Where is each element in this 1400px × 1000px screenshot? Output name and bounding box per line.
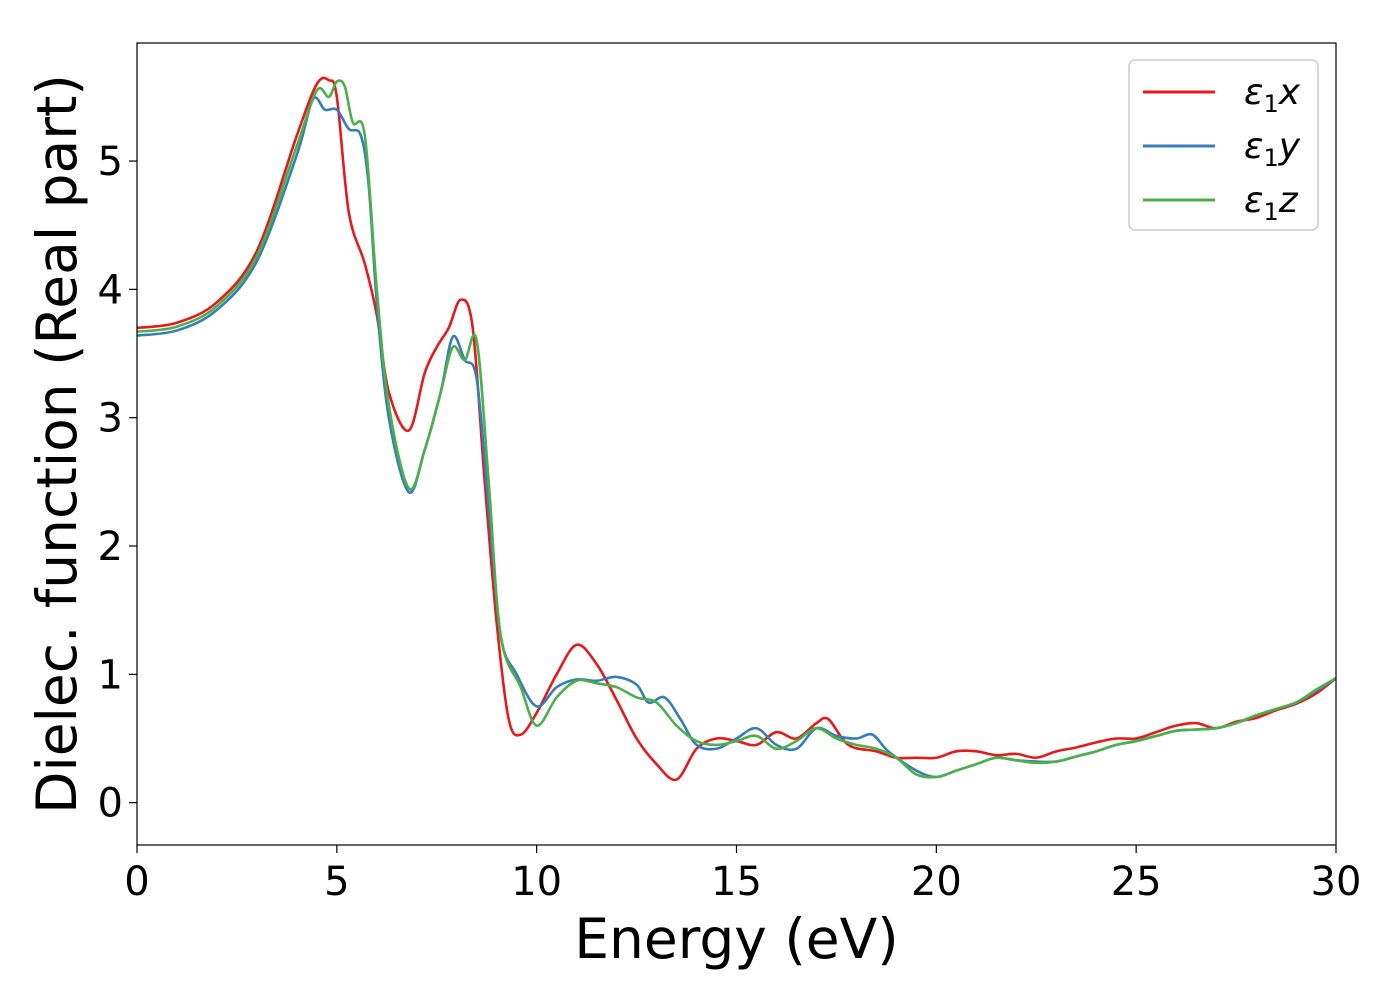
y-tick-label: 4 bbox=[98, 267, 123, 313]
x-axis-title: Energy (eV) bbox=[574, 907, 898, 971]
y-tick-label: 1 bbox=[98, 652, 123, 698]
y-axis-title: Dielec. function (Real part) bbox=[25, 74, 89, 814]
x-tick-label: 15 bbox=[711, 859, 762, 905]
series-line-z bbox=[137, 79, 1336, 779]
legend-label-x: ε1x bbox=[1244, 72, 1301, 118]
x-tick-label: 10 bbox=[511, 859, 562, 905]
legend-label-z: ε1z bbox=[1244, 180, 1299, 226]
y-tick-label: 0 bbox=[98, 781, 123, 827]
y-tick-label: 5 bbox=[98, 139, 123, 185]
y-tick-label: 2 bbox=[98, 524, 123, 570]
y-tick-label: 3 bbox=[98, 396, 123, 442]
x-tick-label: 0 bbox=[124, 859, 149, 905]
series-group bbox=[137, 76, 1336, 782]
series-line-x bbox=[137, 76, 1336, 782]
legend-box bbox=[1128, 59, 1319, 231]
x-tick-label: 25 bbox=[1111, 859, 1162, 905]
x-tick-label: 5 bbox=[324, 859, 349, 905]
legend-label-y: ε1y bbox=[1244, 126, 1301, 172]
x-tick-label: 30 bbox=[1311, 859, 1362, 905]
x-tick-label: 20 bbox=[911, 859, 962, 905]
legend: ε1x ε1y ε1z bbox=[1128, 59, 1319, 231]
